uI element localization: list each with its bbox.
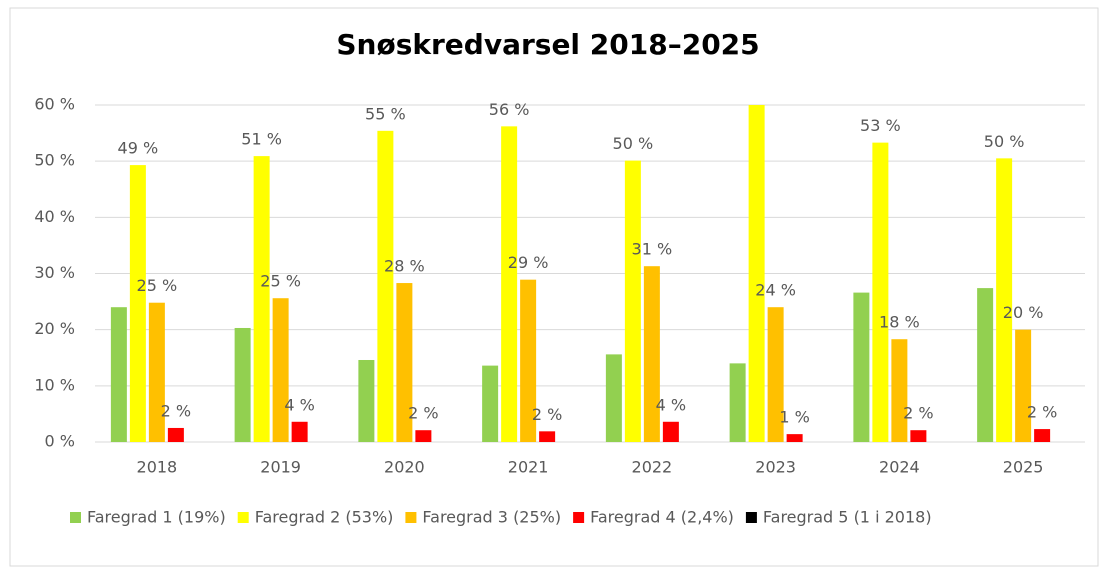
data-label: 56 % (489, 100, 530, 119)
x-tick-label: 2019 (260, 458, 301, 477)
chart-frame (9, 7, 1099, 567)
data-label: 2 % (903, 404, 933, 423)
bar (253, 156, 270, 442)
bar (234, 327, 251, 442)
bar (272, 298, 289, 442)
data-label: 28 % (384, 257, 425, 276)
bar (748, 105, 765, 442)
bar (396, 283, 413, 442)
bar (377, 130, 394, 442)
bar (910, 430, 927, 442)
bar (148, 302, 165, 442)
bar (662, 421, 679, 442)
legend-swatch (573, 512, 585, 523)
data-label: 20 % (1003, 303, 1044, 322)
data-label: 4 % (284, 395, 314, 414)
data-label: 55 % (365, 104, 406, 123)
y-tick-label: 20 % (34, 319, 75, 338)
data-label: 50 % (984, 132, 1025, 151)
bar (129, 165, 146, 442)
bar (643, 266, 660, 442)
y-tick-label: 30 % (34, 263, 75, 282)
y-tick-label: 60 % (34, 95, 75, 114)
bar (872, 142, 889, 443)
data-label: 2 % (1027, 403, 1057, 422)
legend-swatch (745, 512, 757, 523)
bar (977, 288, 994, 442)
data-label: 49 % (118, 139, 159, 158)
x-tick-label: 2024 (879, 458, 920, 477)
bar (110, 307, 127, 442)
y-tick-label: 50 % (34, 151, 75, 170)
legend-swatch (70, 512, 81, 523)
bar (624, 160, 641, 443)
bar (853, 292, 870, 442)
data-label: 51 % (241, 130, 282, 149)
data-label: 1 % (779, 408, 809, 427)
bar (415, 430, 432, 442)
y-tick-label: 10 % (34, 375, 75, 394)
bar (767, 307, 784, 442)
legend-swatch (237, 512, 249, 523)
bar (1034, 429, 1051, 442)
legend-label: Faregrad 5 (1 i 2018) (763, 508, 932, 527)
bar (729, 363, 746, 442)
bar (539, 431, 556, 442)
bar (891, 339, 908, 442)
data-label: 2 % (408, 404, 438, 423)
bar (520, 279, 537, 442)
x-tick-label: 2025 (1003, 458, 1044, 477)
data-label: 29 % (508, 253, 549, 272)
x-tick-label: 2023 (755, 458, 796, 477)
bar (167, 427, 184, 442)
legend-label: Faregrad 4 (2,4%) (590, 508, 734, 527)
data-label: 24 % (755, 281, 796, 300)
data-label: 50 % (613, 134, 654, 153)
x-tick-label: 2022 (632, 458, 673, 477)
x-tick-label: 2021 (508, 458, 549, 477)
bar (786, 434, 803, 442)
y-tick-label: 40 % (34, 207, 75, 226)
legend-label: Faregrad 3 (25%) (422, 508, 561, 527)
data-label: 53 % (860, 116, 901, 135)
chart-title: Snøskredvarsel 2018–2025 (336, 28, 759, 61)
x-tick-label: 2020 (384, 458, 425, 477)
data-label: 25 % (137, 276, 178, 295)
bar (996, 158, 1013, 442)
data-label: 4 % (656, 395, 686, 414)
bar (1015, 329, 1032, 442)
legend-label: Faregrad 2 (53%) (255, 508, 394, 527)
data-label: 25 % (260, 272, 301, 291)
data-label: 31 % (632, 240, 673, 259)
y-tick-label: 0 % (45, 432, 75, 451)
data-label: 2 % (532, 405, 562, 424)
bar (482, 365, 499, 442)
x-tick-label: 2018 (137, 458, 178, 477)
bar (291, 421, 308, 442)
legend-swatch (405, 512, 417, 523)
bar (501, 126, 518, 443)
data-label: 18 % (879, 313, 920, 332)
data-label: 2 % (161, 401, 191, 420)
bar (605, 354, 622, 442)
legend-label: Faregrad 1 (19%) (87, 508, 226, 527)
bar (358, 359, 375, 442)
